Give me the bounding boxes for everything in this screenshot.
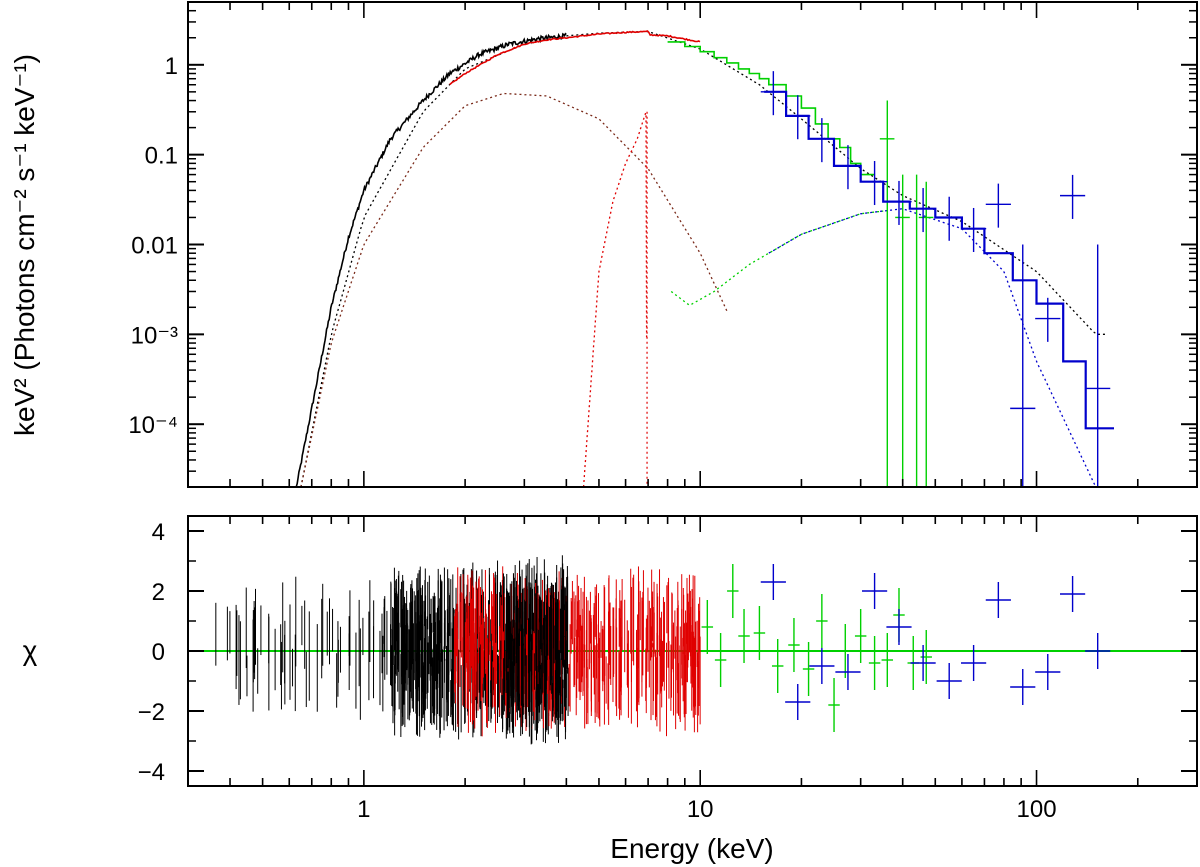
spectrum-y-tick-label: 0.1 <box>145 143 178 170</box>
reflection-hump-high-energy-curve <box>768 208 1097 487</box>
residual-y-tick-label: 0 <box>152 639 165 666</box>
disk-component-curve <box>300 92 728 487</box>
spectrum-panel: 10⁻⁴ 10⁻³ 0.01 0.1 1 keV² (Photons cm⁻² s⁻¹ … <box>9 1 1198 488</box>
instrument-4-model-step <box>764 90 1114 430</box>
spectrum-y-tick-label: 0.01 <box>131 233 178 260</box>
x-tick-label: 100 <box>1017 796 1057 823</box>
spectrum-y-axis-label: keV² (Photons cm⁻² s⁻¹ keV⁻¹) <box>9 54 40 436</box>
instrument-1-spectrum <box>295 32 567 487</box>
residual-y-tick-label: −4 <box>138 759 165 786</box>
instrument-3-spectrum <box>667 41 875 176</box>
residual-y-axis-label: χ <box>23 635 38 666</box>
reflection-hump-curve <box>670 210 884 306</box>
spectrum-plot-frame <box>187 1 1198 488</box>
instrument-2-spectrum <box>449 30 701 86</box>
spectrum-y-tick-label: 10⁻³ <box>131 322 178 349</box>
total-model-curve <box>300 30 1106 487</box>
spectrum-y-tick-label: 1 <box>165 53 178 80</box>
residual-y-tick-label: 4 <box>152 519 165 546</box>
residual-y-tick-label: −2 <box>138 699 165 726</box>
x-tick-label: 10 <box>687 796 714 823</box>
spectrum-y-tick-label: 10⁻⁴ <box>128 412 178 439</box>
residual-panel: −4 −2 0 2 4 1 10 100 χ Energy (keV) <box>23 515 1198 864</box>
residual-y-tick-label: 2 <box>152 579 165 606</box>
x-tick-label: 1 <box>357 796 370 823</box>
iron-line-curve <box>582 111 648 487</box>
x-axis-label: Energy (keV) <box>610 833 773 864</box>
